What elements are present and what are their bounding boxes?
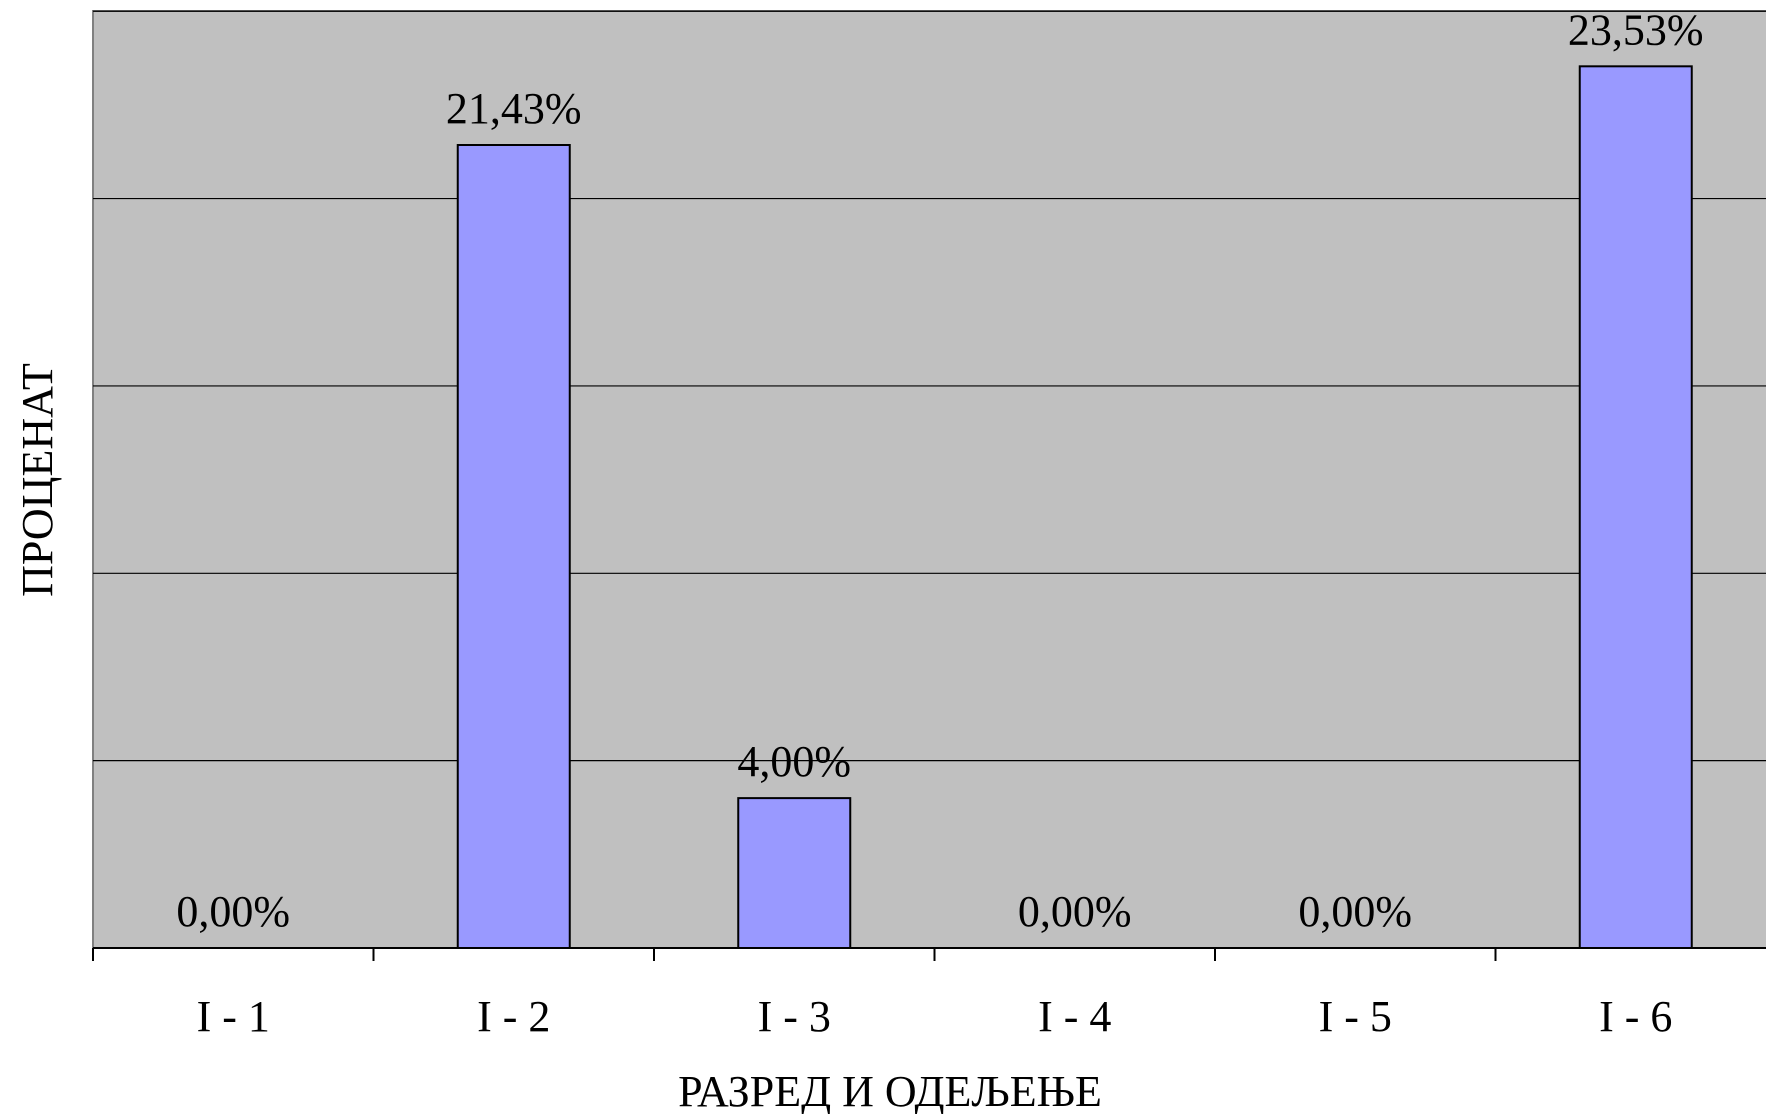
x-tick-label: I - 1 (197, 992, 270, 1041)
data-labels: 0,00% 21,43% 4,00% 0,00% 0,00% 23,53% (176, 5, 1703, 936)
data-label: 21,43% (446, 84, 582, 133)
x-tick-label: I - 2 (477, 992, 550, 1041)
bar (1578, 65, 1693, 950)
bars (456, 65, 1693, 950)
gridlines (93, 10, 1766, 762)
x-axis-title: РАЗРЕД И ОДЕЉЕЊЕ (678, 1067, 1102, 1114)
data-label: 0,00% (1298, 887, 1412, 936)
x-tick-label: I - 4 (1038, 992, 1111, 1041)
data-label: 23,53% (1568, 5, 1704, 54)
plot-area (92, 10, 1766, 949)
data-label: 0,00% (176, 887, 290, 936)
x-tick-label: I - 5 (1319, 992, 1392, 1041)
x-axis-ticks (92, 948, 1497, 961)
x-tick-label: I - 6 (1599, 992, 1672, 1041)
data-label: 0,00% (1018, 887, 1132, 936)
bar (737, 797, 852, 949)
y-axis-title: ПРОЦЕНАТ (13, 363, 62, 597)
x-tick-label: I - 3 (758, 992, 831, 1041)
bar (456, 144, 571, 949)
data-label: 4,00% (737, 737, 851, 786)
x-axis-tick-labels: I - 1 I - 2 I - 3 I - 4 I - 5 I - 6 (197, 992, 1673, 1041)
